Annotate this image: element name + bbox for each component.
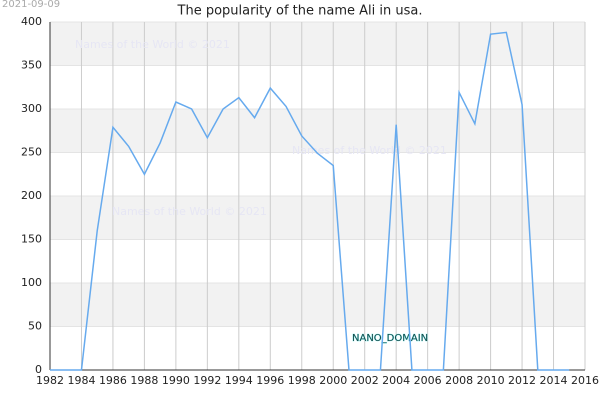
x-tick-label: 1994 [225,374,253,387]
y-tick-label: 200 [21,189,42,202]
x-tick-label: 2014 [540,374,568,387]
x-tick-label: 2008 [445,374,473,387]
x-tick-label: 1984 [67,374,95,387]
x-tick-label: 1990 [162,374,190,387]
x-tick-label: 2004 [382,374,410,387]
x-tick-label: 1992 [193,374,221,387]
x-tick-label: 2006 [414,374,442,387]
x-tick-label: 1998 [288,374,316,387]
band [50,283,585,327]
x-tick-label: 1982 [36,374,64,387]
chart-title: The popularity of the name Ali in usa. [177,4,423,19]
x-tick-label: 1988 [130,374,158,387]
band [50,22,585,66]
x-tick-label: 2002 [351,374,379,387]
band [50,109,585,153]
band [50,196,585,240]
y-tick-label: 0 [35,363,42,376]
x-tick-label: 2000 [319,374,347,387]
watermark: Names of the World © 2021 [112,205,267,218]
x-tick-label: 2016 [571,374,599,387]
watermark: Names of the World © 2021 [292,144,447,157]
x-tick-label: 1996 [256,374,284,387]
line [50,31,570,371]
date-stamp: 2021-09-09 [2,0,60,10]
x-tick-label: 2010 [477,374,505,387]
domain-label: NANO_DOMAIN [352,333,428,344]
x-tick-label: 2012 [508,374,536,387]
y-tick-label: 350 [21,59,42,72]
x-tick-label: 1986 [99,374,127,387]
y-tick-label: 250 [21,146,42,159]
y-tick-label: 100 [21,276,42,289]
watermark: Names of the World © 2021 [75,38,230,51]
y-tick-label: 150 [21,233,42,246]
y-tick-label: 50 [28,320,42,333]
y-tick-label: 400 [21,15,42,28]
y-tick-label: 300 [21,102,42,115]
